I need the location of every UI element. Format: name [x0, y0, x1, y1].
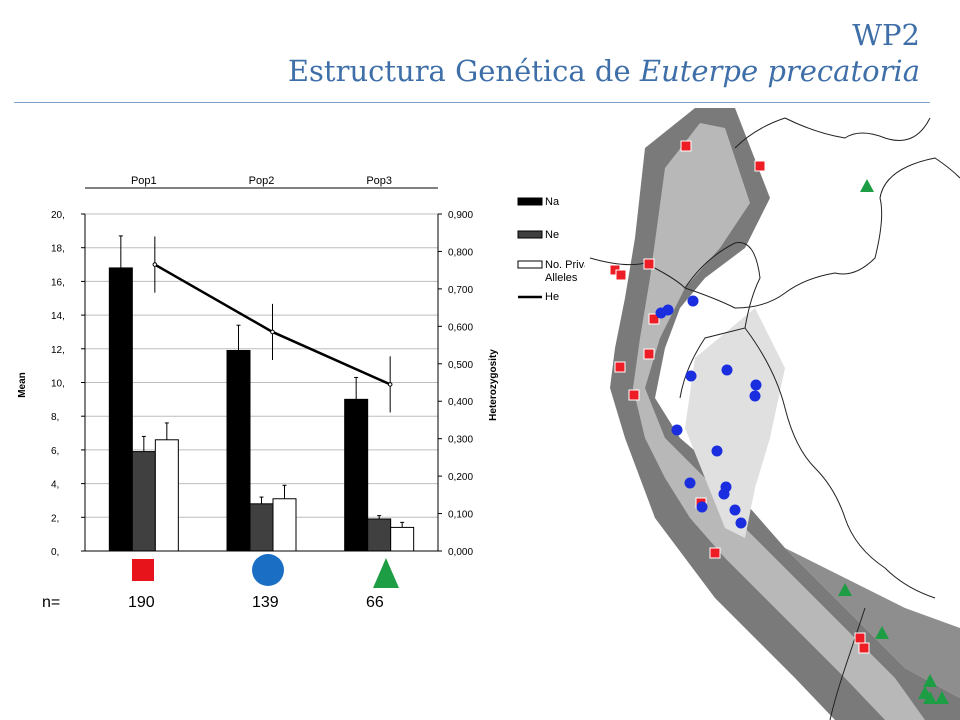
y-tick-label: 4, [51, 480, 59, 491]
map-marker-pop2 [711, 445, 723, 457]
he-point [387, 382, 393, 387]
map-marker-pop1 [628, 389, 640, 401]
pop3-marker [373, 558, 399, 588]
legend-swatch [517, 197, 543, 206]
andes-peaks [633, 123, 925, 720]
amazon-basin-edge [785, 548, 960, 698]
legend-label: Na [545, 196, 560, 208]
y2-tick-label: 0,200 [448, 472, 473, 483]
y-tick-label: 16, [51, 277, 65, 288]
map-marker-pop1 [680, 140, 692, 152]
andes-lowland-slope [685, 308, 785, 538]
map-marker-pop1 [648, 313, 660, 325]
legend-label: Ne [545, 229, 559, 241]
y-tick-label: 12, [51, 345, 65, 356]
map-marker-pop2 [685, 370, 697, 382]
slide-title-line2: Estructura Genética de Euterpe precatori… [288, 53, 920, 89]
slide-title-line1: WP2 [852, 18, 920, 52]
map-marker-pop2 [684, 477, 696, 489]
title-divider [14, 102, 930, 103]
y2-tick-label: 0,800 [448, 247, 473, 258]
y2-tick-label: 0,500 [448, 360, 473, 371]
map-marker-pop1 [854, 632, 866, 644]
y2-tick-label: 0,900 [448, 210, 473, 221]
map-marker-pop1 [643, 258, 655, 270]
map-marker-pop1 [643, 348, 655, 360]
sample-size-prefix: n= [42, 594, 61, 611]
y-tick-label: 20, [51, 210, 65, 221]
map-marker-pop3 [923, 674, 937, 687]
map-marker-pop2 [729, 504, 741, 516]
legend-label: No. Private [545, 259, 585, 271]
y-tick-label: 10, [51, 379, 65, 390]
title-species: Euterpe precatoria [639, 54, 920, 88]
map-marker-pop1 [615, 269, 627, 281]
map-marker-pop1 [614, 361, 626, 373]
border-line [744, 327, 936, 599]
y-tick-label: 8, [51, 412, 59, 423]
y2-tick-label: 0,100 [448, 510, 473, 521]
y-tick-label: 14, [51, 311, 65, 322]
he-point [152, 262, 158, 267]
title-prefix: Estructura Genética de [287, 54, 640, 88]
y-tick-label: 6, [51, 446, 59, 457]
bar-ne [131, 451, 156, 552]
map-marker-pop1 [754, 160, 766, 172]
y-tick-label: 0, [51, 547, 59, 558]
bar-na [108, 267, 133, 552]
bar-na [344, 398, 369, 552]
y-tick-label: 18, [51, 244, 65, 255]
bar-na [226, 349, 251, 552]
bar-no-private-alleles [390, 526, 415, 552]
bar-no-private-alleles [154, 439, 179, 552]
y2-tick-label: 0,400 [448, 397, 473, 408]
sample-size: 139 [252, 594, 279, 611]
map-marker-pop3 [923, 691, 937, 704]
y2-tick-label: 0,300 [448, 435, 473, 446]
map-marker-pop2 [696, 501, 708, 513]
y2-tick-label: 0,700 [448, 285, 473, 296]
distribution-map [585, 108, 960, 720]
map-marker-pop2 [721, 364, 733, 376]
legend-label: He [545, 291, 559, 303]
map-marker-pop2 [662, 304, 674, 316]
legend-swatch [517, 260, 543, 269]
border-line [684, 157, 960, 309]
map-marker-pop1 [709, 547, 721, 559]
bar-no-private-alleles [272, 498, 297, 552]
pop1-marker [132, 559, 154, 581]
map-marker-pop2 [687, 295, 699, 307]
pop2-marker [252, 554, 284, 586]
category-label: Pop1 [131, 175, 157, 187]
y2-axis-title: Heterozygosity [488, 349, 499, 421]
map-marker-pop2 [749, 390, 761, 402]
map-marker-pop1 [858, 642, 870, 654]
map-marker-pop2 [735, 517, 747, 529]
category-label: Pop2 [249, 175, 275, 187]
category-label: Pop3 [366, 175, 392, 187]
y2-tick-label: 0,600 [448, 322, 473, 333]
legend-label: Alleles [545, 272, 578, 284]
map-marker-pop2 [671, 424, 683, 436]
map-marker-pop3 [935, 691, 949, 704]
y2-tick-label: 0,000 [448, 547, 473, 558]
bar-ne [367, 518, 392, 552]
map-marker-pop2 [718, 488, 730, 500]
legend-swatch [517, 230, 543, 239]
y-tick-label: 2, [51, 513, 59, 524]
genetic-diversity-chart: 0, 2, 4, 6, 8, 10, 12, 14, 16, 18, 20, 0,000 0,100 0,… [17, 175, 585, 588]
border-line [829, 607, 866, 720]
sample-size: 66 [366, 594, 384, 611]
he-point [270, 329, 275, 335]
bar-ne [249, 503, 274, 552]
map-marker-pop2 [750, 379, 762, 391]
sample-size: 190 [128, 594, 155, 611]
map-marker-pop3 [860, 179, 874, 192]
map-marker-pop3 [838, 583, 852, 596]
border-line [734, 117, 931, 149]
y-axis-title: Mean [17, 372, 28, 398]
map-marker-pop3 [875, 626, 889, 639]
